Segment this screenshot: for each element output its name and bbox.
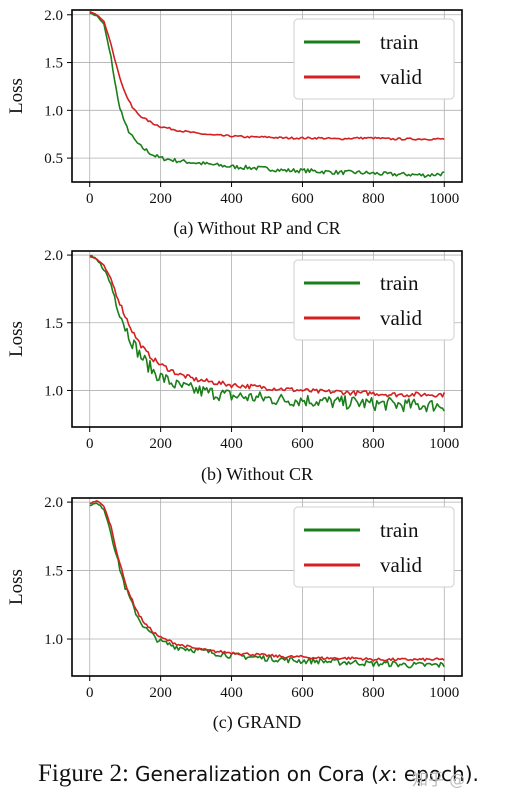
legend-label-train: train (380, 271, 419, 295)
plot-frame (71, 497, 463, 677)
series-line-valid (89, 255, 446, 398)
y-axis-label: Loss (6, 569, 27, 605)
plot-frame (71, 250, 463, 428)
chart-subtitle: (c) GRAND (213, 712, 301, 733)
legend-label-valid: valid (380, 65, 422, 89)
x-tick-label: 400 (220, 685, 243, 701)
series-line-train (89, 502, 445, 669)
chart-panel-1: 0 200 400 600 800 1000 0.5 1.0 1.5 2.0 Loss train va… (6, 8, 463, 239)
legend-box (293, 259, 455, 341)
legend-label-train: train (380, 30, 419, 54)
y-tick-label: 0.5 (44, 151, 63, 167)
x-tick-label: 0 (86, 685, 94, 701)
x-tick-label: 600 (291, 685, 314, 701)
x-tick-label: 600 (291, 191, 314, 207)
y-tick-label: 2.0 (44, 248, 63, 264)
y-tick-label: 1.0 (44, 632, 63, 648)
x-tick-label: 400 (220, 191, 243, 207)
x-tick-label: 1000 (429, 191, 459, 207)
x-tick-label: 1000 (429, 436, 459, 452)
x-tick-label: 600 (291, 436, 314, 452)
y-tick-label: 1.5 (44, 56, 63, 72)
caption-label: Figure 2: (38, 760, 129, 787)
watermark: 知乎 @ (412, 770, 466, 789)
legend-box (293, 18, 455, 100)
x-tick-label: 200 (149, 685, 172, 701)
series-line-valid (89, 10, 445, 141)
plot-frame (71, 9, 463, 183)
caption-text: Generalization on Cora ( (134, 762, 379, 786)
series-line-train (89, 12, 445, 178)
y-tick-label: 1.0 (44, 103, 63, 119)
series-line-valid (89, 500, 445, 662)
x-tick-label: 1000 (429, 685, 459, 701)
chart-subtitle: (b) Without CR (201, 464, 313, 485)
x-tick-label: 800 (362, 685, 385, 701)
caption-x: x (378, 762, 391, 786)
x-tick-label: 0 (86, 191, 94, 207)
legend-label-valid: valid (380, 306, 422, 330)
y-axis-label: Loss (6, 321, 27, 357)
legend-box (293, 506, 455, 588)
chart-panel-3: 0 200 400 600 800 1000 1.0 1.5 2.0 Loss train valid… (6, 495, 463, 733)
series-line-train (89, 254, 445, 413)
x-tick-label: 800 (362, 191, 385, 207)
x-tick-label: 200 (149, 191, 172, 207)
x-tick-label: 800 (362, 436, 385, 452)
chart-panel-2: 0 200 400 600 800 1000 1.0 1.5 2.0 Loss train valid… (6, 248, 463, 485)
y-tick-label: 2.0 (44, 8, 63, 24)
figure-caption: Figure 2: Generalization on Cora (x: epo… (38, 760, 479, 788)
caption-tail: : epoch). (390, 762, 479, 786)
x-tick-label: 400 (220, 436, 243, 452)
y-tick-label: 1.5 (44, 316, 63, 332)
y-tick-label: 2.0 (44, 495, 63, 511)
chart-subtitle: (a) Without RP and CR (173, 218, 340, 239)
y-tick-label: 1.0 (44, 383, 63, 399)
y-axis-label: Loss (6, 78, 27, 114)
legend-label-valid: valid (380, 553, 422, 577)
legend-label-train: train (380, 518, 419, 542)
y-tick-label: 1.5 (44, 564, 63, 580)
x-tick-label: 200 (149, 436, 172, 452)
x-tick-label: 0 (86, 436, 94, 452)
